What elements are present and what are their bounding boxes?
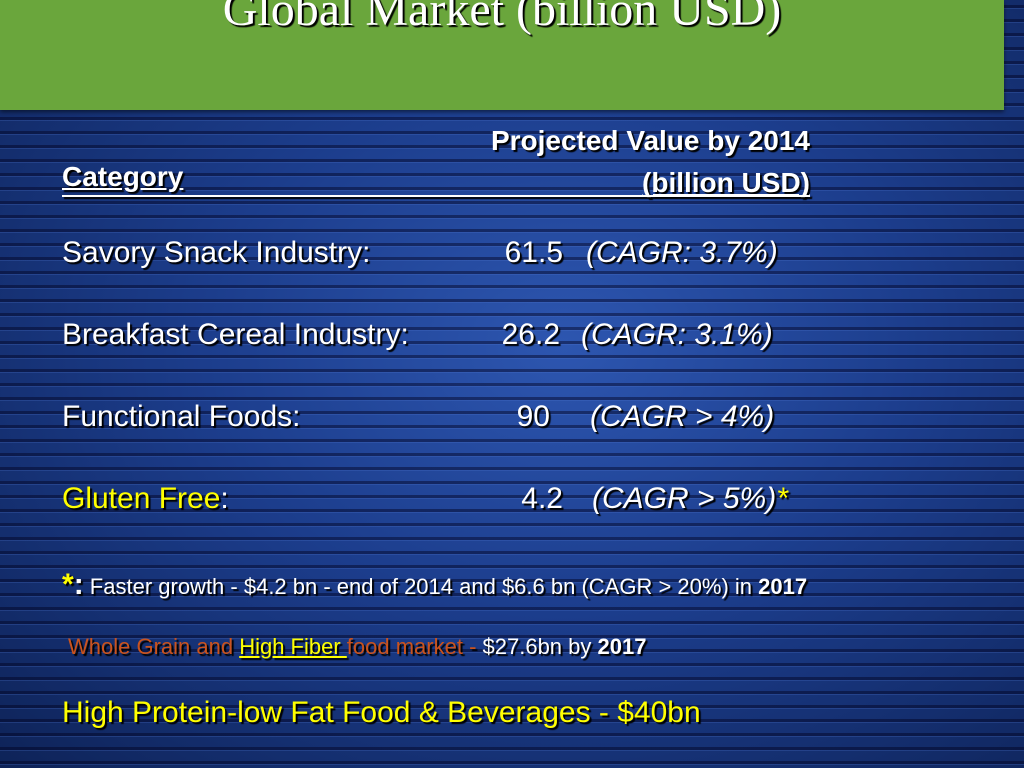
header-underline — [62, 195, 810, 197]
whole-grain-line: Whole Grain and High Fiber food market -… — [68, 634, 646, 660]
whole-grain-part1: Whole Grain and — [68, 634, 240, 659]
row-cereal-label: Breakfast Cereal Industry: — [62, 318, 409, 351]
high-fiber-text: High Fiber — [239, 634, 347, 659]
protein-line: High Protein-low Fat Food & Beverages - … — [62, 696, 701, 729]
row-gluten-value: 4.2 — [521, 482, 563, 515]
row-functional-cagr: (CAGR > 4%) — [590, 400, 775, 433]
row-cereal-cagr: (CAGR: 3.1%) — [581, 318, 773, 351]
footnote-year: 2017 — [758, 574, 808, 599]
projected-header-line1: Projected Value by 2014 — [490, 125, 810, 156]
gluten-cagr-text: (CAGR > 5%) — [592, 482, 777, 515]
footnote-star: * — [62, 568, 74, 601]
footnote: *: Faster growth - $4.2 bn - end of 2014… — [62, 568, 807, 602]
title-bar: Global Market (billion USD) — [0, 0, 1004, 110]
footnote-colon: : — [73, 568, 84, 601]
whole-grain-year: 2017 — [597, 634, 647, 659]
row-savory-value: 61.5 — [504, 236, 563, 269]
row-functional-value: 90 — [516, 400, 550, 433]
whole-grain-part3: food market - — [346, 634, 483, 659]
whole-grain-part4: $27.6bn by — [482, 634, 598, 659]
row-gluten-label: Gluten Free: — [62, 482, 229, 516]
gluten-cagr-asterisk: * — [776, 482, 788, 515]
gluten-free-text: Gluten Free — [62, 482, 221, 515]
slide-title: Global Market (billion USD) — [222, 0, 782, 36]
row-savory-cagr: (CAGR: 3.7%) — [586, 236, 778, 269]
projected-value-header: Projected Value by 2014 (billion USD) — [491, 120, 810, 204]
row-gluten-cagr: (CAGR > 5%)* — [592, 482, 788, 516]
footnote-text: Faster growth - $4.2 bn - end of 2014 an… — [83, 574, 759, 599]
projected-header-line2: (billion USD) — [642, 167, 810, 198]
row-functional-label: Functional Foods: — [62, 400, 301, 433]
row-cereal-value: 26.2 — [501, 318, 560, 351]
gluten-free-colon: : — [220, 482, 229, 515]
row-savory-label: Savory Snack Industry: — [62, 236, 371, 269]
category-header: Category — [62, 161, 184, 192]
